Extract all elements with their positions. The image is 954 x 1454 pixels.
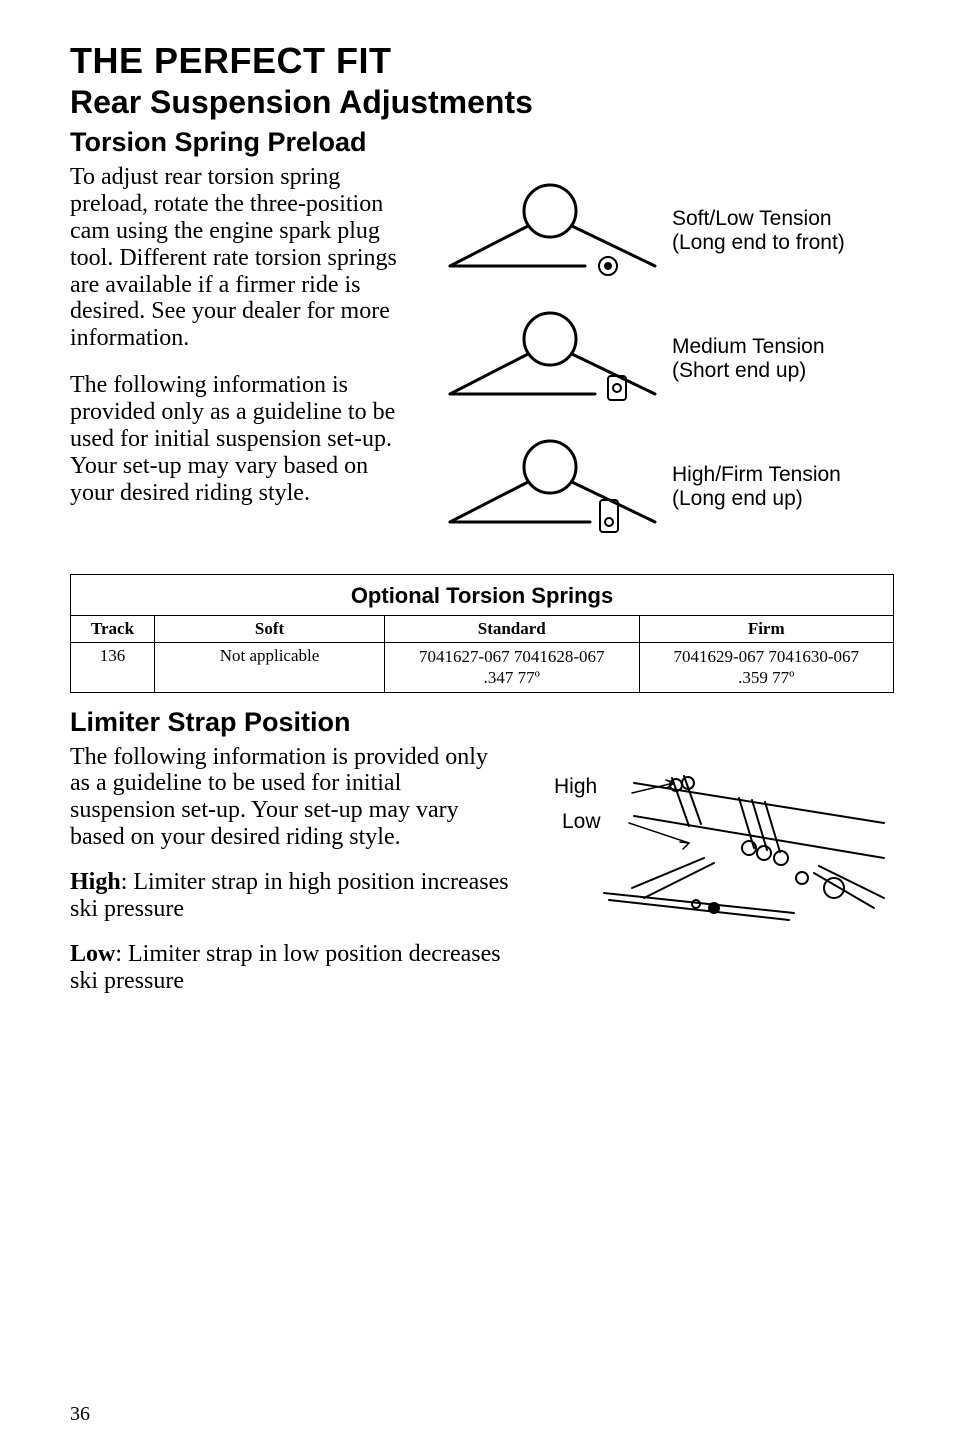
torsion-section: To adjust rear torsion spring preload, r… [70,164,894,560]
spring-soft-row: Soft/Low Tension (Long end to front) [430,176,894,286]
cell-track: 136 [71,643,155,693]
limiter-low: Low: Limiter strap in low position decre… [70,941,510,995]
limiter-high-label: High [70,869,121,895]
cell-firm: 7041629-067 7041630-067 .359 77º [639,643,894,693]
limiter-low-text: : Limiter strap in low position decrease… [70,941,501,994]
std-line1: 7041627-067 7041628-067 [391,646,633,667]
limiter-svg: High Low [534,748,894,948]
limiter-low-label: Low [70,941,115,967]
spring-high-row: High/Firm Tension (Long end up) [430,432,894,542]
limiter-para1: The following information is provided on… [70,744,510,852]
firm-line1: 7041629-067 7041630-067 [646,646,888,667]
page-title-2: Rear Suspension Adjustments [70,84,894,121]
torsion-springs-table: Optional Torsion Springs Track Soft Stan… [70,574,894,693]
col-track: Track [71,616,155,643]
col-firm: Firm [639,616,894,643]
limiter-high: High: Limiter strap in high position inc… [70,869,510,923]
section-torsion-heading: Torsion Spring Preload [70,127,894,158]
spring-soft-label: Soft/Low Tension (Long end to front) [672,207,845,255]
section-limiter-heading: Limiter Strap Position [70,707,894,738]
table-header-row: Track Soft Standard Firm [71,616,894,643]
spring-high-label: High/Firm Tension (Long end up) [672,463,841,511]
torsion-para2: The following information is provided on… [70,372,410,506]
table-caption: Optional Torsion Springs [70,574,894,615]
spring-medium-icon [430,304,660,414]
torsion-diagram: Soft/Low Tension (Long end to front) Med… [430,164,894,560]
spring-soft-icon [430,176,660,286]
spring-medium-row: Medium Tension (Short end up) [430,304,894,414]
spring-soft-line1: Soft/Low Tension [672,207,832,230]
limiter-section: Limiter Strap Position The following inf… [70,707,894,1013]
spring-soft-line2: (Long end to front) [672,231,845,254]
std-line2: .347 77º [391,667,633,688]
page-title-1: THE PERFECT FIT [70,40,894,82]
spring-high-icon [430,432,660,542]
cell-standard: 7041627-067 7041628-067 .347 77º [385,643,640,693]
firm-line2: .359 77º [646,667,888,688]
spring-medium-label: Medium Tension (Short end up) [672,335,825,383]
spring-high-line2: (Long end up) [672,487,803,510]
limiter-text: The following information is provided on… [70,744,510,1013]
spring-medium-line2: (Short end up) [672,359,806,382]
col-soft: Soft [155,616,385,643]
limiter-diagram: High Low [534,744,894,1013]
page-number: 36 [70,1403,90,1426]
col-standard: Standard [385,616,640,643]
cell-soft: Not applicable [155,643,385,693]
diagram-low-label: Low [562,810,601,833]
limiter-high-text: : Limiter strap in high position increas… [70,869,509,922]
diagram-high-label: High [554,775,597,798]
spring-high-line1: High/Firm Tension [672,463,841,486]
spring-medium-line1: Medium Tension [672,335,825,358]
torsion-para1: To adjust rear torsion spring preload, r… [70,164,410,352]
torsion-text: To adjust rear torsion spring preload, r… [70,164,410,560]
table-row: 136 Not applicable 7041627-067 7041628-0… [71,643,894,693]
